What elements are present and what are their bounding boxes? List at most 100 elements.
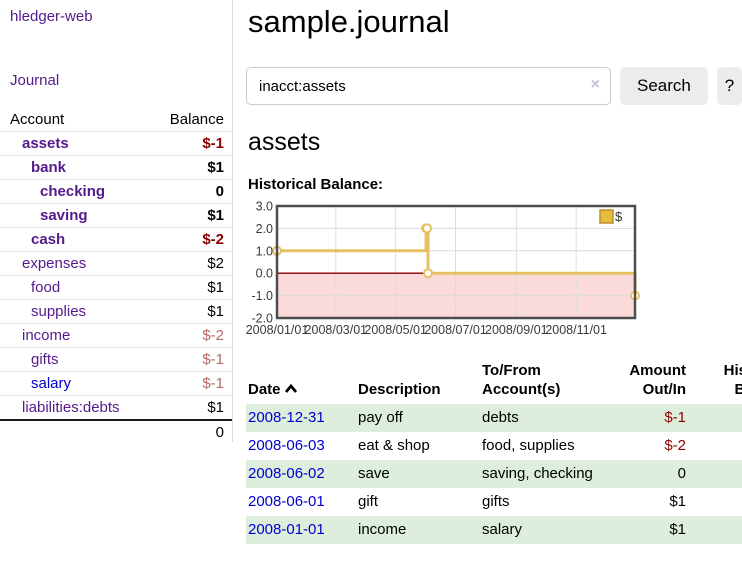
account-balance: $-2	[152, 227, 232, 252]
transaction-accounts: debts	[482, 409, 519, 426]
account-balance: 0	[152, 179, 232, 204]
account-row: checking 0	[0, 179, 232, 204]
search-input[interactable]	[246, 67, 611, 105]
search-button[interactable]: Search	[620, 67, 708, 105]
page-title: sample.journal	[248, 4, 450, 39]
account-row: supplies $1	[0, 299, 232, 324]
account-name-cell: checking	[0, 179, 153, 204]
account-balance: $-1	[152, 371, 232, 396]
chart-border	[275, 204, 637, 320]
account-name-cell: supplies	[0, 299, 153, 324]
account-row: salary $-1	[0, 371, 232, 396]
y-tick-label: 2.0	[256, 222, 273, 236]
transaction-date-link[interactable]: 2008-01-01	[248, 521, 325, 538]
chart-title: Historical Balance:	[248, 176, 384, 193]
transaction-date-link[interactable]: 2008-06-02	[248, 465, 325, 482]
account-link-assets[interactable]: assets	[22, 135, 69, 152]
account-column-header: Account	[10, 111, 65, 128]
account-name-cell: cash	[0, 227, 153, 252]
account-name-cell: bank	[0, 155, 153, 180]
transactions-body: 2008-12-31 pay off debts $-1 $-1 2008-06-03 ea…	[246, 404, 742, 544]
account-link-liabilities-debts[interactable]: liabilities:debts	[22, 399, 120, 416]
account-balance: $1	[152, 203, 232, 228]
account-link-gifts[interactable]: gifts	[31, 351, 59, 368]
data-point-marker[interactable]	[423, 268, 434, 279]
account-table-body: assets $-1 bank $1 checking 0 saving $1 cash $-2 e…	[0, 131, 232, 420]
balance-column-header: Balance	[169, 111, 224, 128]
accounts-column-header: To/From Account(s)	[482, 362, 561, 398]
account-balance: $-2	[152, 323, 232, 348]
account-link-cash[interactable]: cash	[31, 231, 66, 248]
account-row: gifts $-1	[0, 347, 232, 372]
x-tick-label: 2008/05/01	[364, 323, 427, 337]
transaction-date-cell: 2008-06-01	[246, 488, 358, 516]
account-balance: $1	[152, 155, 232, 180]
transaction-amount: 0	[677, 465, 686, 482]
transaction-balance: $-1	[698, 404, 742, 432]
transaction-amount: $-1	[664, 409, 686, 426]
search-form: × Search ?	[246, 67, 742, 105]
account-name-cell: liabilities:debts	[0, 395, 153, 420]
description-column-header: Description	[358, 381, 441, 398]
account-balance: $1	[152, 395, 232, 420]
transaction-date-link[interactable]: 2008-06-03	[248, 437, 325, 454]
account-balance: $1	[152, 299, 232, 324]
transaction-balance: 0	[698, 432, 742, 460]
transactions-header-row: Date Description To/From Account(s) Amou…	[246, 361, 742, 404]
data-point-marker[interactable]	[422, 223, 433, 234]
x-tick-label: 2008/11/01	[545, 323, 607, 337]
account-link-expenses[interactable]: expenses	[22, 255, 87, 272]
help-button[interactable]: ?	[716, 67, 742, 105]
sidebar-item-journal[interactable]: Journal	[10, 72, 60, 89]
x-tick-label: 2008/01/01	[246, 323, 308, 337]
account-link-salary[interactable]: salary	[31, 375, 72, 392]
account-link-checking[interactable]: checking	[40, 183, 106, 200]
x-tick-label: 2008/09/01	[485, 323, 548, 337]
transaction-date-link[interactable]: 2008-06-01	[248, 493, 325, 510]
account-table: Account Balance assets $-1 bank $1 checking 0…	[0, 108, 232, 444]
account-link-supplies[interactable]: supplies	[31, 303, 87, 320]
transaction-amount: $-2	[664, 437, 686, 454]
account-link-income[interactable]: income	[22, 327, 71, 344]
transaction-row: 2008-06-03 eat & shop food, supplies $-2 0	[246, 432, 742, 460]
clear-search-icon[interactable]: ×	[590, 76, 600, 93]
account-link-food[interactable]: food	[31, 279, 61, 296]
account-name-cell: expenses	[0, 251, 153, 276]
search-input-wrapper: ×	[246, 67, 611, 105]
transaction-row: 2008-06-01 gift gifts $1 $2	[246, 488, 742, 516]
y-tick-label: 0.0	[256, 267, 273, 281]
account-balance: $1	[152, 275, 232, 300]
main-content: sample.journal × Search ? assets Histori…	[246, 0, 742, 544]
transaction-description: pay off	[358, 409, 403, 426]
balance-column-header-tx: Historical Balance	[723, 362, 742, 398]
transaction-date-cell: 2008-12-31	[246, 404, 358, 432]
transaction-date-cell: 2008-06-02	[246, 460, 358, 488]
transaction-row: 2008-12-31 pay off debts $-1 $-1	[246, 404, 742, 432]
account-row: assets $-1	[0, 131, 232, 156]
amount-column-header: Amount Out/In	[629, 362, 686, 398]
sidebar: hledger-web Journal Account Balance asse…	[0, 0, 233, 444]
account-table-header-row: Account Balance	[0, 108, 232, 132]
app-title-link[interactable]: hledger-web	[10, 8, 93, 25]
transaction-date-cell: 2008-06-03	[246, 432, 358, 460]
transaction-description: gift	[358, 493, 379, 510]
transaction-description: save	[358, 465, 390, 482]
transaction-row: 2008-06-02 save saving, checking 0 $2	[246, 460, 742, 488]
account-name-cell: food	[0, 275, 153, 300]
transaction-accounts: salary	[482, 521, 523, 538]
account-name-cell: income	[0, 323, 153, 348]
transaction-accounts: food, supplies	[482, 437, 575, 454]
account-link-bank[interactable]: bank	[31, 159, 67, 176]
account-link-saving[interactable]: saving	[40, 207, 88, 224]
transaction-description: eat & shop	[358, 437, 430, 454]
account-name-cell: assets	[0, 131, 153, 156]
account-total-balance: 0	[152, 419, 232, 444]
transaction-date-link[interactable]: 2008-12-31	[248, 409, 325, 426]
account-name-cell: gifts	[0, 347, 153, 372]
account-row: bank $1	[0, 155, 232, 180]
transaction-amount: $1	[669, 493, 686, 510]
date-column-header[interactable]: Date	[246, 361, 358, 404]
account-row: food $1	[0, 275, 232, 300]
transaction-row: 2008-01-01 income salary $1 $1	[246, 516, 742, 544]
sort-ascending-icon	[284, 384, 297, 393]
